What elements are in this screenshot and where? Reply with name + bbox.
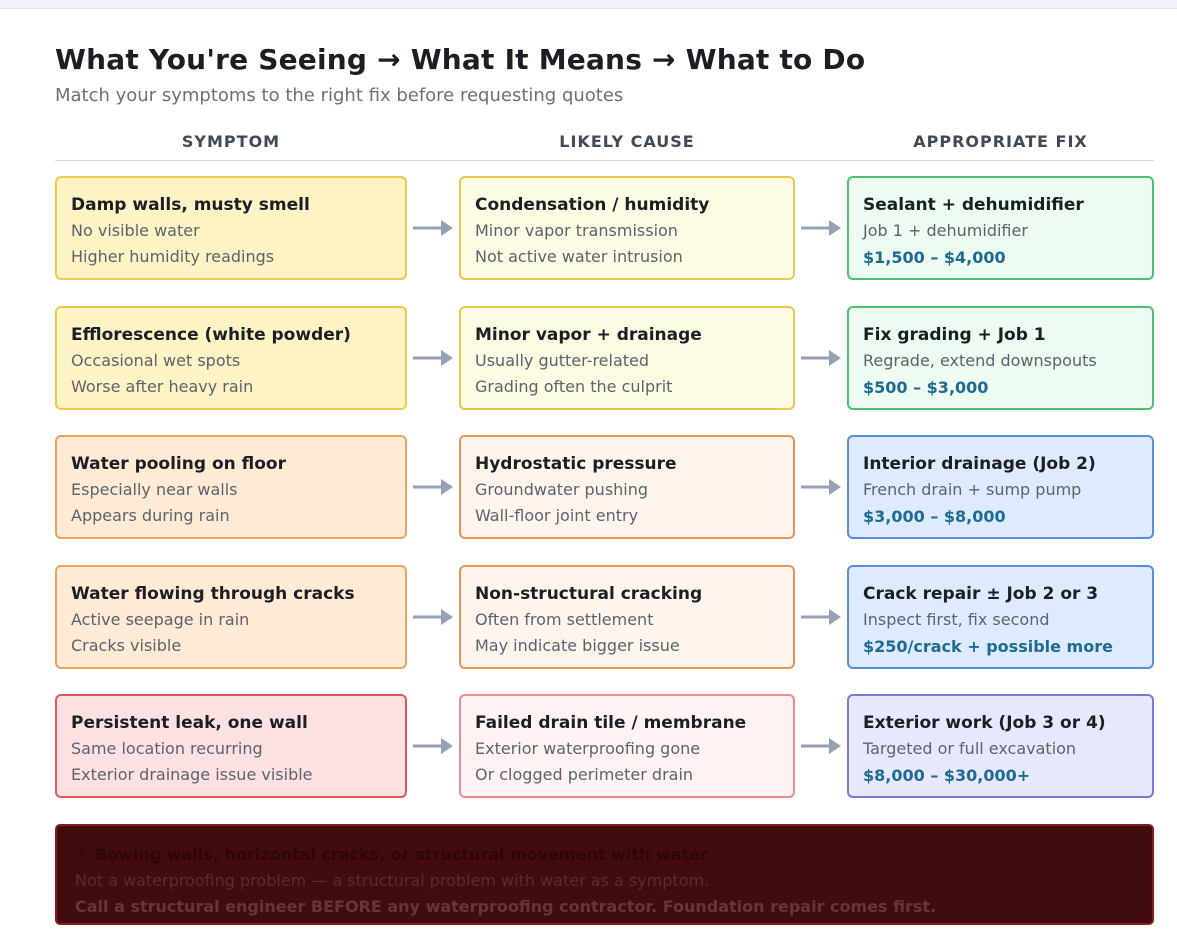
cause-detail: Wall-floor joint entry [475,506,639,525]
cause-detail: Often from settlement [475,610,654,629]
arrow-right-icon [801,350,841,366]
cause-card: Non-structural cracking Often from settl… [459,565,795,669]
fix-title: Exterior work (Job 3 or 4) [863,713,1106,733]
warning-action: Call a structural engineer BEFORE any wa… [75,897,937,916]
fix-price: $250/crack + possible more [863,637,1113,656]
cause-detail: Groundwater pushing [475,480,649,499]
cause-title: Failed drain tile / membrane [475,713,747,733]
warning-title: ⚠ Bowing walls, horizontal cracks, or st… [75,845,709,864]
symptom-title: Efflorescence (white powder) [71,325,351,345]
symptom-card: Efflorescence (white powder) Occasional … [55,306,407,410]
cause-card: Condensation / humidity Minor vapor tran… [459,176,795,280]
symptom-title: Water flowing through cracks [71,584,355,604]
fix-price: $8,000 – $30,000+ [863,766,1031,785]
symptom-detail: No visible water [71,221,200,240]
cause-detail: Not active water intrusion [475,247,683,266]
fix-title: Sealant + dehumidifier [863,195,1084,215]
symptom-row: Efflorescence (white powder) Occasional … [55,306,1154,414]
cause-title: Minor vapor + drainage [475,325,702,345]
symptom-row: Damp walls, musty smell No visible water… [55,176,1154,284]
symptom-detail: Active seepage in rain [71,610,250,629]
cause-detail: May indicate bigger issue [475,636,680,655]
symptom-detail: Same location recurring [71,739,263,758]
header-appropriate-fix: APPROPRIATE FIX [913,132,1088,151]
arrow-right-icon [413,609,453,625]
fix-price: $500 – $3,000 [863,378,989,397]
cause-title: Condensation / humidity [475,195,710,215]
fix-card: Sealant + dehumidifier Job 1 + dehumidif… [847,176,1154,280]
arrow-right-icon [801,609,841,625]
cause-card: Failed drain tile / membrane Exterior wa… [459,694,795,798]
fix-title: Interior drainage (Job 2) [863,454,1096,474]
fix-price: $3,000 – $8,000 [863,507,1006,526]
cause-detail: Exterior waterproofing gone [475,739,701,758]
fix-detail: French drain + sump pump [863,480,1082,499]
arrow-right-icon [801,220,841,236]
arrow-right-icon [801,738,841,754]
arrow-right-icon [413,350,453,366]
symptom-card: Persistent leak, one wall Same location … [55,694,407,798]
symptom-card: Damp walls, musty smell No visible water… [55,176,407,280]
symptom-detail: Exterior drainage issue visible [71,765,313,784]
symptom-detail: Occasional wet spots [71,351,241,370]
fix-detail: Regrade, extend downspouts [863,351,1097,370]
page-title: What You're Seeing → What It Means → Wha… [55,43,866,76]
symptom-row: Water pooling on floor Especially near w… [55,435,1154,543]
fix-title: Crack repair ± Job 2 or 3 [863,584,1099,604]
cause-title: Non-structural cracking [475,584,703,604]
column-headers: SYMPTOM LIKELY CAUSE APPROPRIATE FIX [55,132,1154,161]
symptom-row: Water flowing through cracks Active seep… [55,565,1154,673]
cause-detail: Usually gutter-related [475,351,650,370]
cause-detail: Or clogged perimeter drain [475,765,694,784]
symptom-title: Persistent leak, one wall [71,713,308,733]
fix-title: Fix grading + Job 1 [863,325,1046,345]
fix-detail: Job 1 + dehumidifier [863,221,1028,240]
arrow-right-icon [801,479,841,495]
fix-card: Interior drainage (Job 2) French drain +… [847,435,1154,539]
header-likely-cause: LIKELY CAUSE [559,132,695,151]
cause-card: Hydrostatic pressure Groundwater pushing… [459,435,795,539]
symptom-detail: Appears during rain [71,506,230,525]
symptom-detail: Cracks visible [71,636,182,655]
fix-price: $1,500 – $4,000 [863,248,1006,267]
cause-detail: Grading often the culprit [475,377,673,396]
symptom-row: Persistent leak, one wall Same location … [55,694,1154,802]
cause-detail: Minor vapor transmission [475,221,678,240]
diagram-container: What You're Seeing → What It Means → Wha… [55,40,1154,925]
fix-detail: Inspect first, fix second [863,610,1050,629]
symptom-detail: Especially near walls [71,480,238,499]
cause-title: Hydrostatic pressure [475,454,677,474]
symptom-detail: Higher humidity readings [71,247,275,266]
warning-detail: Not a waterproofing problem — a structur… [75,871,710,890]
symptom-card: Water flowing through cracks Active seep… [55,565,407,669]
arrow-right-icon [413,220,453,236]
header-symptom: SYMPTOM [181,132,281,151]
symptom-card: Water pooling on floor Especially near w… [55,435,407,539]
fix-detail: Targeted or full excavation [863,739,1077,758]
cause-card: Minor vapor + drainage Usually gutter-re… [459,306,795,410]
browser-top-strip [0,0,1177,9]
symptom-title: Water pooling on floor [71,454,286,474]
symptom-detail: Worse after heavy rain [71,377,254,396]
fix-card: Crack repair ± Job 2 or 3 Inspect first,… [847,565,1154,669]
structural-warning-box: ⚠ Bowing walls, horizontal cracks, or st… [55,824,1154,925]
fix-card: Exterior work (Job 3 or 4) Targeted or f… [847,694,1154,798]
page-subtitle: Match your symptoms to the right fix bef… [55,85,624,106]
fix-card: Fix grading + Job 1 Regrade, extend down… [847,306,1154,410]
arrow-right-icon [413,738,453,754]
symptom-title: Damp walls, musty smell [71,195,310,215]
arrow-right-icon [413,479,453,495]
